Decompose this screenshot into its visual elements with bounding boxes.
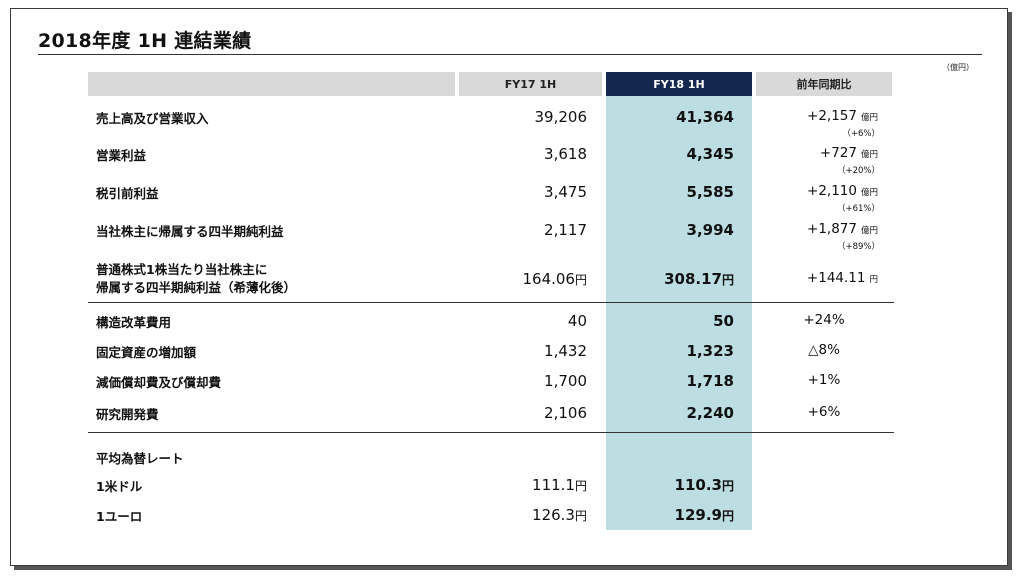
row-label-net-income: 当社株主に帰属する四半期純利益 xyxy=(96,224,284,239)
row-revenue-yoy: +2,157 億円 xyxy=(807,108,878,124)
row-restructuring-yoy: +24% xyxy=(803,312,845,328)
row-net-income-yoy-pct: （+89%） xyxy=(836,242,880,252)
section-divider-2 xyxy=(88,432,894,433)
row-depreciation-fy18: 1,718 xyxy=(686,372,734,390)
row-depreciation-fy17: 1,700 xyxy=(544,372,587,390)
row-fixed-assets-yoy: △8% xyxy=(808,342,840,358)
section-divider-1 xyxy=(88,302,894,303)
header-yoy: 前年同期比 xyxy=(756,72,892,96)
header-fy18: FY18 1H xyxy=(606,72,752,96)
row-rnd-fy18: 2,240 xyxy=(686,404,734,422)
title-underline xyxy=(38,54,982,55)
row-operating-income-fy18: 4,345 xyxy=(686,145,734,163)
row-rnd-yoy: +6% xyxy=(807,404,841,420)
row-label-restructuring: 構造改革費用 xyxy=(96,315,172,330)
row-pretax-income-yoy: +2,110 億円 xyxy=(807,183,878,199)
row-label-depreciation: 減価償却費及び償却費 xyxy=(96,375,222,390)
row-net-income-fy18: 3,994 xyxy=(686,221,734,239)
row-fixed-assets-fy17: 1,432 xyxy=(544,342,587,360)
row-revenue-fy18: 41,364 xyxy=(676,108,734,126)
fx-heading: 平均為替レート xyxy=(96,451,184,466)
row-operating-income-yoy-pct: （+20%） xyxy=(836,166,880,176)
row-eps-fy18: 308.17円 xyxy=(664,270,734,288)
row-rnd-fy17: 2,106 xyxy=(544,404,587,422)
row-label-eps-line1: 普通株式1株当たり当社株主に xyxy=(96,262,268,277)
row-eps-fy17: 164.06円 xyxy=(522,270,587,288)
row-revenue-yoy-pct: （+6%） xyxy=(842,129,880,139)
row-net-income-fy17: 2,117 xyxy=(544,221,587,239)
row-eps-yoy: +144.11 円 xyxy=(806,270,878,286)
page-title: 2018年度 1H 連結業績 xyxy=(38,30,252,52)
row-fixed-assets-fy18: 1,323 xyxy=(686,342,734,360)
row-pretax-income-yoy-pct: （+61%） xyxy=(836,204,880,214)
row-label-revenue: 売上高及び営業収入 xyxy=(96,111,209,126)
row-usd-fy18: 110.3円 xyxy=(674,476,734,494)
row-operating-income-yoy: +727 億円 xyxy=(819,145,878,161)
row-eur-fy17: 126.3円 xyxy=(532,506,587,524)
row-pretax-income-fy17: 3,475 xyxy=(544,183,587,201)
row-operating-income-fy17: 3,618 xyxy=(544,145,587,163)
row-pretax-income-fy18: 5,585 xyxy=(686,183,734,201)
row-usd-fy17: 111.1円 xyxy=(532,476,587,494)
row-label-eur: 1ユーロ xyxy=(96,509,143,524)
row-restructuring-fy18: 50 xyxy=(713,312,734,330)
row-label-usd: 1米ドル xyxy=(96,479,143,494)
frame-shadow-right xyxy=(1008,12,1012,568)
row-depreciation-yoy: +1% xyxy=(807,372,841,388)
row-net-income-yoy: +1,877 億円 xyxy=(807,221,878,237)
header-blank xyxy=(88,72,455,96)
row-revenue-fy17: 39,206 xyxy=(534,108,588,126)
row-label-operating-income: 営業利益 xyxy=(96,148,147,163)
row-restructuring-fy17: 40 xyxy=(567,312,587,330)
row-label-eps-line2: 帰属する四半期純利益（希薄化後） xyxy=(96,280,297,295)
row-eur-fy18: 129.9円 xyxy=(674,506,734,524)
row-label-fixed-assets: 固定資産の増加額 xyxy=(96,345,197,360)
fy18-column-highlight xyxy=(606,72,752,530)
header-fy17: FY17 1H xyxy=(459,72,602,96)
unit-note: （億円） xyxy=(942,63,974,72)
row-label-rnd: 研究開発費 xyxy=(96,407,159,422)
row-label-pretax-income: 税引前利益 xyxy=(96,186,159,201)
slide-frame xyxy=(10,8,1008,566)
frame-shadow-bottom xyxy=(14,566,1012,570)
